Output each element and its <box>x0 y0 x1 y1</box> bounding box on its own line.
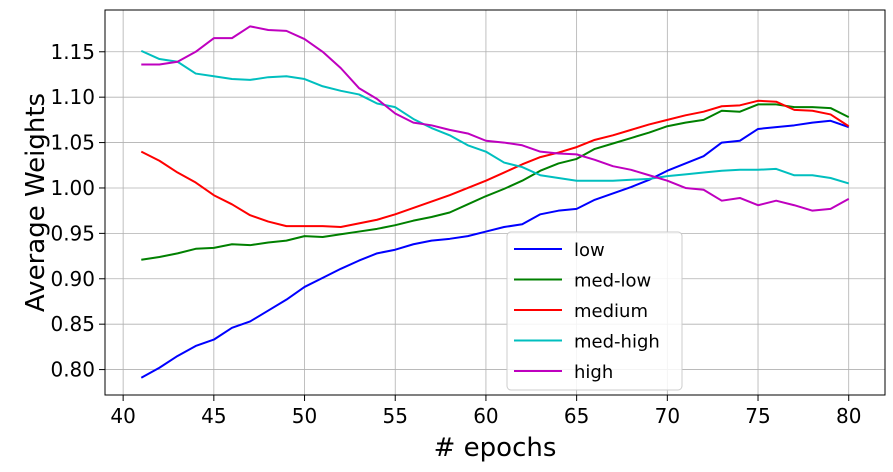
x-tick-label: 75 <box>745 404 770 428</box>
y-tick-label: 0.90 <box>50 267 95 291</box>
y-axis-ticks: 0.80 0.85 0.90 0.95 1.00 1.05 1.10 1.15 <box>50 40 105 382</box>
legend-label: med-low <box>574 271 651 292</box>
x-axis-ticks: 40 45 50 55 60 65 70 75 80 <box>110 395 861 428</box>
x-tick-label: 70 <box>655 404 680 428</box>
x-tick-label: 80 <box>836 404 861 428</box>
legend-box <box>506 231 683 391</box>
legend: low med-low medium med-high high <box>506 231 683 391</box>
y-tick-label: 0.85 <box>50 312 95 336</box>
x-axis-label: # epochs <box>434 433 557 463</box>
x-tick-label: 45 <box>201 404 226 428</box>
y-tick-label: 1.05 <box>50 131 95 155</box>
series-lines <box>140 25 850 379</box>
x-tick-label: 50 <box>292 404 317 428</box>
series-line-med-high <box>140 49 850 185</box>
y-axis-label: Average Weights <box>21 93 51 312</box>
legend-label: med-high <box>574 332 660 353</box>
legend-label: medium <box>574 301 648 322</box>
series-line-medium <box>140 99 850 229</box>
x-tick-label: 40 <box>110 404 135 428</box>
y-tick-label: 1.00 <box>50 176 95 200</box>
legend-label: low <box>574 240 605 261</box>
x-tick-label: 55 <box>383 404 408 428</box>
series-line-med-low <box>141 103 850 261</box>
legend-label: high <box>574 362 613 383</box>
y-tick-label: 1.10 <box>50 85 95 109</box>
plot-frame <box>104 9 886 396</box>
grid <box>105 10 885 395</box>
series-line-high <box>141 25 850 212</box>
series-line-low <box>140 119 850 379</box>
x-tick-label: 65 <box>564 404 589 428</box>
x-tick-label: 60 <box>473 404 498 428</box>
y-tick-label: 0.95 <box>50 221 95 245</box>
y-tick-label: 0.80 <box>50 358 95 382</box>
y-tick-label: 1.15 <box>50 40 95 64</box>
